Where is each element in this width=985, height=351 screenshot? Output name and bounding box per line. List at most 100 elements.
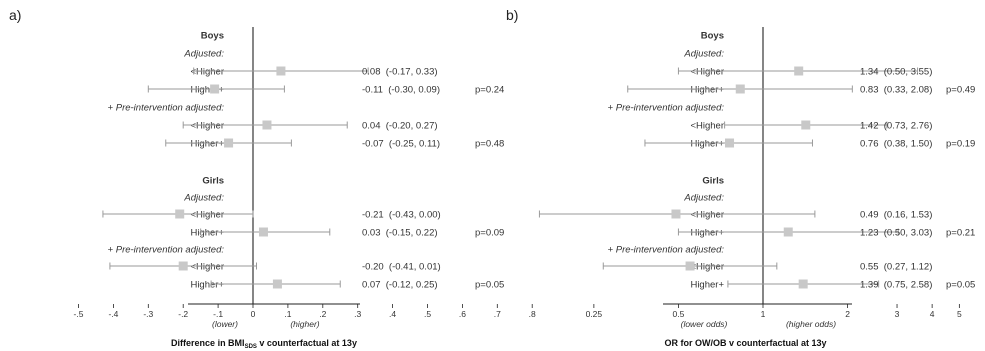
x-axis-title-part: OR for OW/OB v counterfactual at 13y <box>664 338 826 348</box>
subgroup-header: Adjusted: <box>183 49 224 60</box>
group-header: Boys <box>701 31 724 42</box>
x-axis-title-subscript: SDS <box>245 344 257 350</box>
subgroup-header: Adjusted: <box>683 193 724 204</box>
x-tick-label: .4 <box>389 309 396 319</box>
x-tick-label: 5 <box>957 309 962 319</box>
x-tick-label: -.4 <box>108 309 118 319</box>
x-tick-label: -.2 <box>178 309 188 319</box>
row-label: <Higher <box>190 262 224 273</box>
panel-label: a) <box>9 7 21 23</box>
estimate-text: 0.55 (0.27, 1.12) <box>860 262 932 273</box>
estimate-text: 0.08 (-0.17, 0.33) <box>362 67 438 78</box>
point-estimate-marker <box>801 120 811 130</box>
row-label: Higher+ <box>690 139 724 150</box>
x-tick-label: -.3 <box>143 309 153 319</box>
direction-label-higher: (higher) <box>290 319 319 329</box>
group-header: Boys <box>201 31 224 42</box>
estimate-text: 1.23 (0.50, 3.03) <box>860 228 932 239</box>
row-label: <Higher <box>190 121 224 132</box>
x-tick-label: .6 <box>459 309 466 319</box>
row-label: <Higher <box>190 67 224 78</box>
subgroup-header: + Pre-intervention adjusted: <box>608 103 725 114</box>
row-label: <Higher <box>690 262 724 273</box>
x-tick-label: 4 <box>930 309 935 319</box>
estimate-text: 0.03 (-0.15, 0.22) <box>362 228 438 239</box>
forest-panel-b: b) 0.25 0.5 1 2 3 4 5 (lower odds) (higher odds) O… <box>506 7 975 348</box>
x-tick-label: -.1 <box>213 309 223 319</box>
estimate-text: 0.04 (-0.20, 0.27) <box>362 121 438 132</box>
direction-label-lower: (lower odds) <box>681 319 728 329</box>
point-estimate-marker <box>210 84 220 94</box>
subgroup-header: Adjusted: <box>183 193 224 204</box>
subgroup-header: + Pre-intervention adjusted: <box>608 245 725 256</box>
estimate-text: 0.49 (0.16, 1.53) <box>860 210 932 221</box>
estimate-text: 1.39 (0.75, 2.58) <box>860 280 932 291</box>
p-value: p=0.49 <box>946 85 975 96</box>
row-label: Higher+ <box>690 228 724 239</box>
row-label: Higher+ <box>190 139 224 150</box>
estimate-text: 0.83 (0.33, 2.08) <box>860 85 932 96</box>
estimate-text: 1.34 (0.50, 3.55) <box>860 67 932 78</box>
point-estimate-marker <box>262 120 272 130</box>
x-tick-label: 0 <box>251 309 256 319</box>
row-label: <Higher <box>690 210 724 221</box>
x-tick-label: 2 <box>845 309 850 319</box>
point-estimate-marker <box>783 227 793 237</box>
point-estimate-marker <box>178 261 188 271</box>
point-estimate-marker <box>272 279 282 289</box>
forest-panel-a: a) -.5 -.4 -.3 -.2 -.1 0 .1 .2 .3 .4 .5 .6 .7 .8 (lower… <box>9 7 536 350</box>
x-tick-label: 0.5 <box>673 309 685 319</box>
row-label: Higher+ <box>190 85 224 96</box>
x-tick-label: .1 <box>284 309 291 319</box>
row-label: Higher+ <box>190 280 224 291</box>
row-label: Higher+ <box>690 280 724 291</box>
p-value: p=0.24 <box>475 85 504 96</box>
point-estimate-marker <box>798 279 808 289</box>
row-label: Higher+ <box>690 85 724 96</box>
x-tick-label: .5 <box>424 309 431 319</box>
p-value: p=0.05 <box>475 280 504 291</box>
p-value: p=0.19 <box>946 139 975 150</box>
p-value: p=0.48 <box>475 139 504 150</box>
point-estimate-marker <box>685 261 695 271</box>
subgroup-header: Adjusted: <box>683 49 724 60</box>
x-tick-label: 1 <box>761 309 766 319</box>
subgroup-header: + Pre-intervention adjusted: <box>108 245 225 256</box>
row-label: <Higher <box>190 210 224 221</box>
estimate-text: 1.42 (0.73, 2.76) <box>860 121 932 132</box>
estimate-text: 0.07 (-0.12, 0.25) <box>362 280 438 291</box>
point-estimate-marker <box>258 227 268 237</box>
estimate-text: -0.20 (-0.41, 0.01) <box>362 262 441 273</box>
point-estimate-marker <box>671 209 681 219</box>
x-tick-label: -.5 <box>74 309 84 319</box>
point-estimate-marker <box>725 138 735 148</box>
group-header: Girls <box>202 176 224 187</box>
x-axis-title: OR for OW/OB v counterfactual at 13y <box>664 338 826 348</box>
point-estimate-marker <box>735 84 745 94</box>
point-estimate-marker <box>224 138 234 148</box>
point-estimate-marker <box>175 209 185 219</box>
estimate-text: -0.07 (-0.25, 0.11) <box>362 139 440 150</box>
panel-label: b) <box>506 7 518 23</box>
point-estimate-marker <box>794 66 804 76</box>
row-label: Higher+ <box>190 228 224 239</box>
x-tick-label: .7 <box>494 309 501 319</box>
x-tick-label: .2 <box>319 309 326 319</box>
point-estimate-marker <box>276 66 286 76</box>
x-tick-label: .8 <box>529 309 536 319</box>
p-value: p=0.21 <box>946 228 975 239</box>
x-axis-title: Difference in BMISDS v counterfactual at… <box>171 338 357 350</box>
subgroup-header: + Pre-intervention adjusted: <box>108 103 225 114</box>
row-label: <Higher <box>690 121 724 132</box>
estimate-text: 0.76 (0.38, 1.50) <box>860 139 932 150</box>
p-value: p=0.05 <box>946 280 975 291</box>
x-tick-label: 0.25 <box>586 309 603 319</box>
x-axis-title-part: v counterfactual at 13y <box>257 338 357 348</box>
direction-label-higher: (higher odds) <box>786 319 836 329</box>
p-value: p=0.09 <box>475 228 504 239</box>
x-tick-label: .3 <box>354 309 361 319</box>
estimate-text: -0.21 (-0.43, 0.00) <box>362 210 441 221</box>
group-header: Girls <box>702 176 724 187</box>
estimate-text: -0.11 (-0.30, 0.09) <box>362 85 440 96</box>
